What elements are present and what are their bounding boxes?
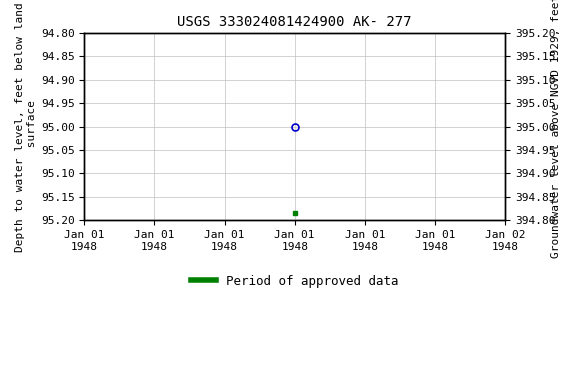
Y-axis label: Depth to water level, feet below land
 surface: Depth to water level, feet below land su… — [15, 2, 37, 252]
Legend: Period of approved data: Period of approved data — [186, 270, 403, 293]
Y-axis label: Groundwater level above NGVD 1929, feet: Groundwater level above NGVD 1929, feet — [551, 0, 561, 258]
Title: USGS 333024081424900 AK- 277: USGS 333024081424900 AK- 277 — [177, 15, 412, 29]
